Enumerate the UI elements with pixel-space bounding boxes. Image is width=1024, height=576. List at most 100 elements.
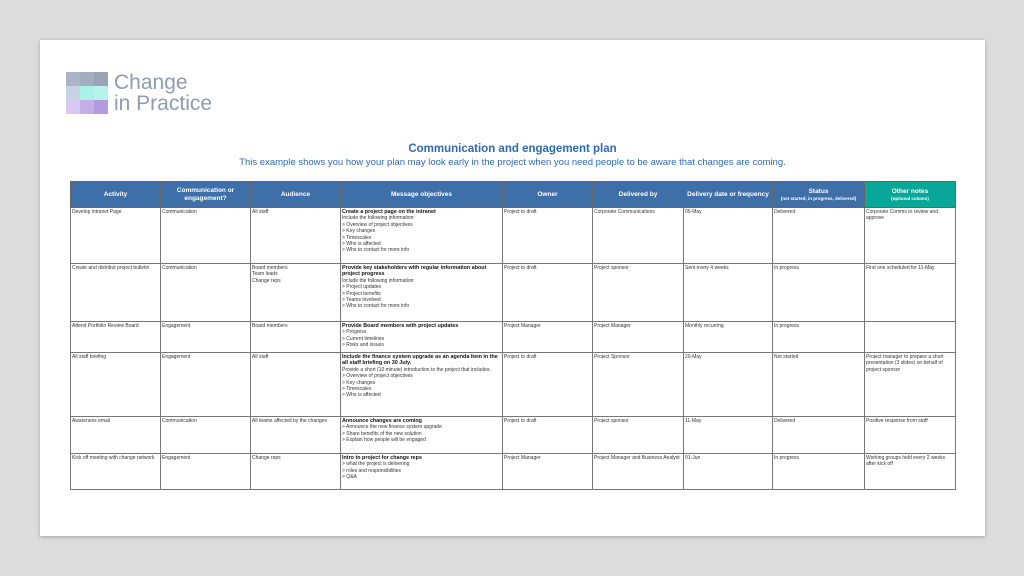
owner-cell: Project to draft — [502, 416, 593, 454]
type-cell: Engagement — [160, 321, 251, 353]
objective-line: > roles and responsibilities — [342, 467, 402, 474]
objective-line: > Timescales — [342, 386, 372, 393]
objective-line: > Overview of project objectives — [342, 373, 413, 380]
objective-line: > Who to contact for more info — [342, 303, 410, 310]
delivered-by-cell: Project sponsor — [592, 263, 684, 322]
header-delivered-by: Delivered by — [592, 181, 684, 208]
objective-line: > what the project is delivering — [342, 461, 410, 468]
activity-cell: Attend Portfolio Review Board — [70, 321, 161, 353]
logo-square — [66, 86, 80, 100]
logo-text: Change in Practice — [114, 71, 213, 115]
objective-line: > Who to contact for more info — [342, 247, 410, 254]
message-objectives-cell: Include the finance system upgrade as an… — [340, 352, 503, 417]
objective-line: > Timescales — [342, 234, 372, 241]
activity-cell: All staff briefing — [70, 352, 161, 417]
owner-cell: Project to draft — [502, 263, 593, 322]
logo-square — [80, 72, 94, 86]
logo-square — [94, 100, 108, 114]
objective-line: > Share benefits of the new solution — [342, 430, 422, 437]
objective-line: > Who is affected — [342, 241, 381, 248]
objective-line: Include the following information: — [342, 215, 415, 222]
page-subtitle: This example shows you how your plan may… — [239, 157, 786, 168]
objective-line: > Project benefits — [342, 290, 381, 297]
table-row: Awareness email Communication All teams af… — [70, 416, 956, 454]
table-row: Create and distribut project bulletin Com… — [70, 263, 956, 322]
objective-line: > Overview of project objectives — [342, 221, 413, 228]
audience-line: Change reps — [252, 277, 281, 284]
delivered-by-cell: Project Manager — [592, 321, 684, 353]
logo-square — [66, 72, 80, 86]
activity-cell: Kick off meeting with change network — [70, 453, 161, 490]
audience-cell: Board members — [250, 321, 341, 353]
delivery-date-cell: 20-May — [683, 352, 773, 417]
owner-cell: Project Manager — [502, 453, 593, 490]
audience-line: Board members — [252, 265, 288, 271]
objective-line: > Announce the new finance system upgrad… — [342, 424, 442, 431]
audience-line: All staff — [252, 354, 269, 360]
logo-square — [66, 100, 80, 114]
owner-cell: Project to draft — [502, 352, 593, 417]
message-objectives-cell: Announce changes are coming > Announce th… — [340, 416, 503, 454]
delivery-date-cell: 01-Jun — [683, 453, 773, 490]
activity-cell: Create and distribut project bulletin — [70, 263, 161, 322]
notes-cell: Project manager to prepare a short prese… — [864, 352, 956, 417]
objective-line: > Key changes — [342, 228, 376, 235]
type-cell: Engagement — [160, 453, 251, 490]
header-other-notes: Other notes (optional column) — [864, 181, 956, 208]
type-cell: Engagement — [160, 352, 251, 417]
delivered-by-cell: Project Sponsor — [592, 352, 684, 417]
table-row: All staff briefing Engagement All staff Inc… — [70, 352, 956, 417]
audience-line: Change reps — [252, 455, 281, 461]
objective-title: Include the finance system upgrade as an… — [342, 354, 498, 367]
owner-cell: Project to draft — [502, 207, 593, 264]
objective-line: > Q&A — [342, 474, 357, 481]
objective-title: Provide Board members with project updat… — [342, 323, 459, 329]
delivered-by-cell: Project sponsor — [592, 416, 684, 454]
message-objectives-cell: Intro to project for change reps > what t… — [340, 453, 503, 490]
objective-line: Include the following information: — [342, 277, 415, 284]
header-delivery-date: Delivery date or frequency — [683, 181, 773, 208]
status-cell: In progress — [772, 453, 865, 490]
notes-cell: Working groups held every 2 weeks after … — [864, 453, 956, 490]
activity-cell: Develop intranet Page — [70, 207, 161, 264]
status-cell: In progress — [772, 263, 865, 322]
change-in-practice-logo: Change in Practice — [66, 72, 236, 117]
objective-title: Create a project page on the intranet — [342, 209, 436, 215]
objective-line: Provide a short (10 minute) introduction… — [342, 366, 491, 373]
audience-line: All teams affected by the changes — [252, 418, 327, 424]
objective-line: > Project updates — [342, 284, 382, 291]
activity-cell: Awareness email — [70, 416, 161, 454]
logo-square — [94, 86, 108, 100]
audience-cell: All staff — [250, 207, 341, 264]
type-cell: Communication — [160, 207, 251, 264]
delivery-date-cell: 11-May — [683, 416, 773, 454]
notes-cell: Positive response from staff — [864, 416, 956, 454]
type-cell: Communication — [160, 263, 251, 322]
notes-cell: First one scheduled for 11-May — [864, 263, 956, 322]
delivery-date-cell: 05-May — [683, 207, 773, 264]
audience-cell: All teams affected by the changes — [250, 416, 341, 454]
objective-line: > Current timelines — [342, 335, 385, 342]
objective-line: > Key changes — [342, 379, 376, 386]
objective-title: Provide key stakeholders with regular in… — [342, 265, 487, 278]
type-cell: Communication — [160, 416, 251, 454]
delivered-by-cell: Project Manager and Business Analyst — [592, 453, 684, 490]
status-cell: In progress — [772, 321, 865, 353]
logo-square — [94, 72, 108, 86]
objective-line: > Teams involved — [342, 297, 381, 304]
delivery-date-cell: Monthly recurring — [683, 321, 773, 353]
audience-line: All staff — [252, 209, 269, 215]
header-activity: Activity — [70, 181, 161, 208]
objective-line: > Progress — [342, 329, 367, 336]
table-row: Attend Portfolio Review Board Engagement B… — [70, 321, 956, 353]
communication-plan-table: Activity Communication or engagement? Au… — [70, 181, 956, 490]
notes-cell — [864, 321, 956, 353]
message-objectives-cell: Provide key stakeholders with regular in… — [340, 263, 503, 322]
message-objectives-cell: Create a project page on the intranet Inc… — [340, 207, 503, 264]
header-message-objectives: Message objectives — [340, 181, 503, 208]
audience-cell: All staff — [250, 352, 341, 417]
owner-cell: Project Manager — [502, 321, 593, 353]
status-cell: Delivered — [772, 207, 865, 264]
audience-cell: Change reps — [250, 453, 341, 490]
table-row: Develop intranet Page Communication All st… — [70, 207, 956, 264]
